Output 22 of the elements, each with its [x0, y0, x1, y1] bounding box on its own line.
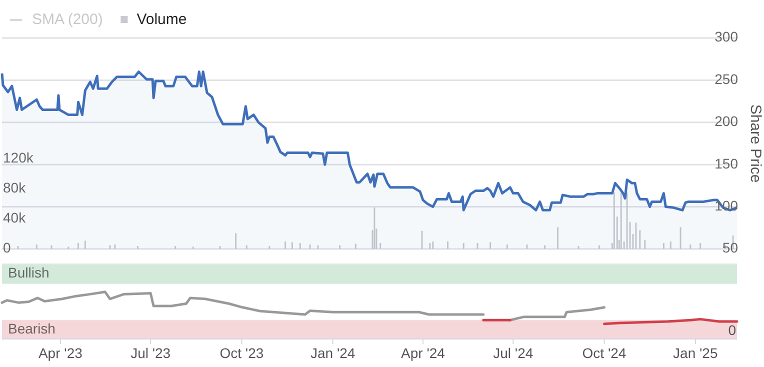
- band-label: Bearish: [8, 320, 56, 336]
- y-tick-label: 200: [714, 113, 738, 130]
- y-tick-label: 50: [722, 240, 738, 256]
- annotation: 0: [728, 322, 736, 338]
- x-tick-label: Jan '24: [310, 345, 356, 361]
- y-tick-label: 150: [714, 155, 738, 172]
- x-tick-label: Apr '23: [38, 345, 83, 361]
- x-tick-label: Oct '23: [220, 345, 264, 361]
- y-axis-title: Share Price: [747, 104, 764, 183]
- y2-tick-label: 120k: [3, 149, 34, 166]
- x-tick-label: Apr '24: [401, 345, 446, 361]
- x-tick-label: Jul '24: [493, 345, 534, 361]
- legend-label: Volume: [136, 10, 187, 28]
- x-tick-label: Oct '24: [582, 345, 626, 361]
- y2-tick-label: 40k: [3, 210, 27, 226]
- y2-tick-label: 80k: [3, 179, 27, 196]
- x-tick-label: Jan '25: [673, 345, 718, 361]
- x-tick-label: Jul '23: [130, 345, 171, 361]
- y2-tick-label: 0: [3, 240, 11, 256]
- band-label: Bullish: [8, 264, 50, 281]
- y-tick-label: 300: [714, 28, 738, 45]
- y-tick-label: 250: [714, 70, 738, 87]
